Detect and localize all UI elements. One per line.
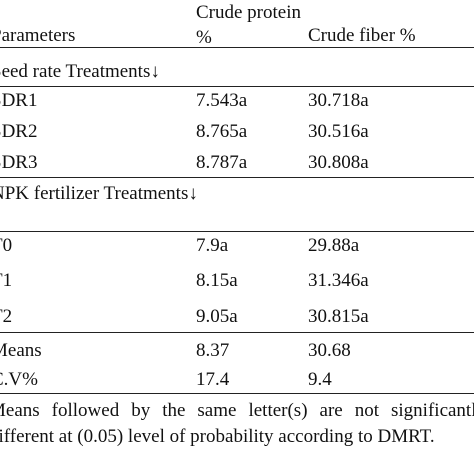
cell: 30.815a xyxy=(308,306,369,327)
rule xyxy=(0,47,474,48)
cell: 8.787a xyxy=(196,152,248,173)
cell: 30.516a xyxy=(308,121,369,142)
cell: 7.543a xyxy=(196,90,248,111)
cell: 8.15a xyxy=(196,270,238,291)
cell: 29.88a xyxy=(308,235,360,256)
row-label: C.V% xyxy=(0,369,38,390)
cell: 8.37 xyxy=(196,340,230,361)
cell: 8.765a xyxy=(196,121,248,142)
cell: 30.808a xyxy=(308,152,369,173)
row-label: T2 xyxy=(0,306,13,327)
header-cell: Crude fiber % xyxy=(308,25,416,46)
group-label: Seed rate Treatments↓ xyxy=(0,61,160,82)
rule xyxy=(0,177,474,178)
row-label: SDR1 xyxy=(0,90,38,111)
row-label: Means xyxy=(0,340,42,361)
rule xyxy=(0,86,474,87)
footnote: Means followed by the same letter(s) are… xyxy=(0,400,474,447)
row-label: T0 xyxy=(0,235,13,256)
row-label: T1 xyxy=(0,270,13,291)
cell: 7.9a xyxy=(196,235,229,256)
cell: 31.346a xyxy=(308,270,369,291)
cell: 9.05a xyxy=(196,306,238,327)
cell: 30.718a xyxy=(308,90,369,111)
rule xyxy=(0,393,474,394)
cell: 17.4 xyxy=(196,369,230,390)
group-label: NPK fertilizer Treatments↓ xyxy=(0,183,198,204)
header-cell: Parameters xyxy=(0,25,76,46)
row-label: SDR3 xyxy=(0,152,38,173)
rule xyxy=(0,231,474,232)
row-label: SDR2 xyxy=(0,121,38,142)
cell: 30.68 xyxy=(308,340,351,361)
header-cell: Crude protein % xyxy=(196,2,302,48)
rule xyxy=(0,332,474,333)
cell: 9.4 xyxy=(308,369,332,390)
